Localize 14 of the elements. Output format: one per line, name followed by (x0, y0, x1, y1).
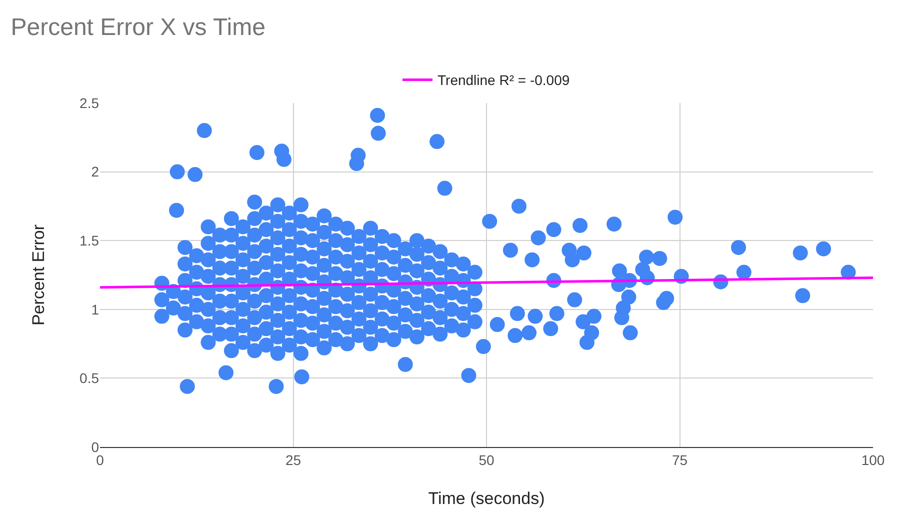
x-tick-label: 100 (861, 452, 885, 468)
x-tick-label: 25 (285, 452, 302, 468)
x-axis-title: Time (seconds) (428, 489, 545, 508)
y-tick-label: 2.5 (80, 94, 100, 111)
chart-title: Percent Error X vs Time (10, 14, 266, 42)
y-tick-label: 0.5 (80, 370, 100, 386)
y-tick-label: 1 (91, 301, 100, 318)
y-tick-label: 0 (91, 438, 100, 455)
x-tick-label: 75 (672, 452, 688, 468)
x-tick-label: 50 (478, 452, 494, 468)
y-tick-label: 1.5 (80, 232, 100, 248)
y-tick-label: 2 (91, 164, 100, 180)
y-axis-title: Percent Error (29, 224, 48, 326)
legend-label: Trendline R² = -0.009 (438, 72, 570, 88)
